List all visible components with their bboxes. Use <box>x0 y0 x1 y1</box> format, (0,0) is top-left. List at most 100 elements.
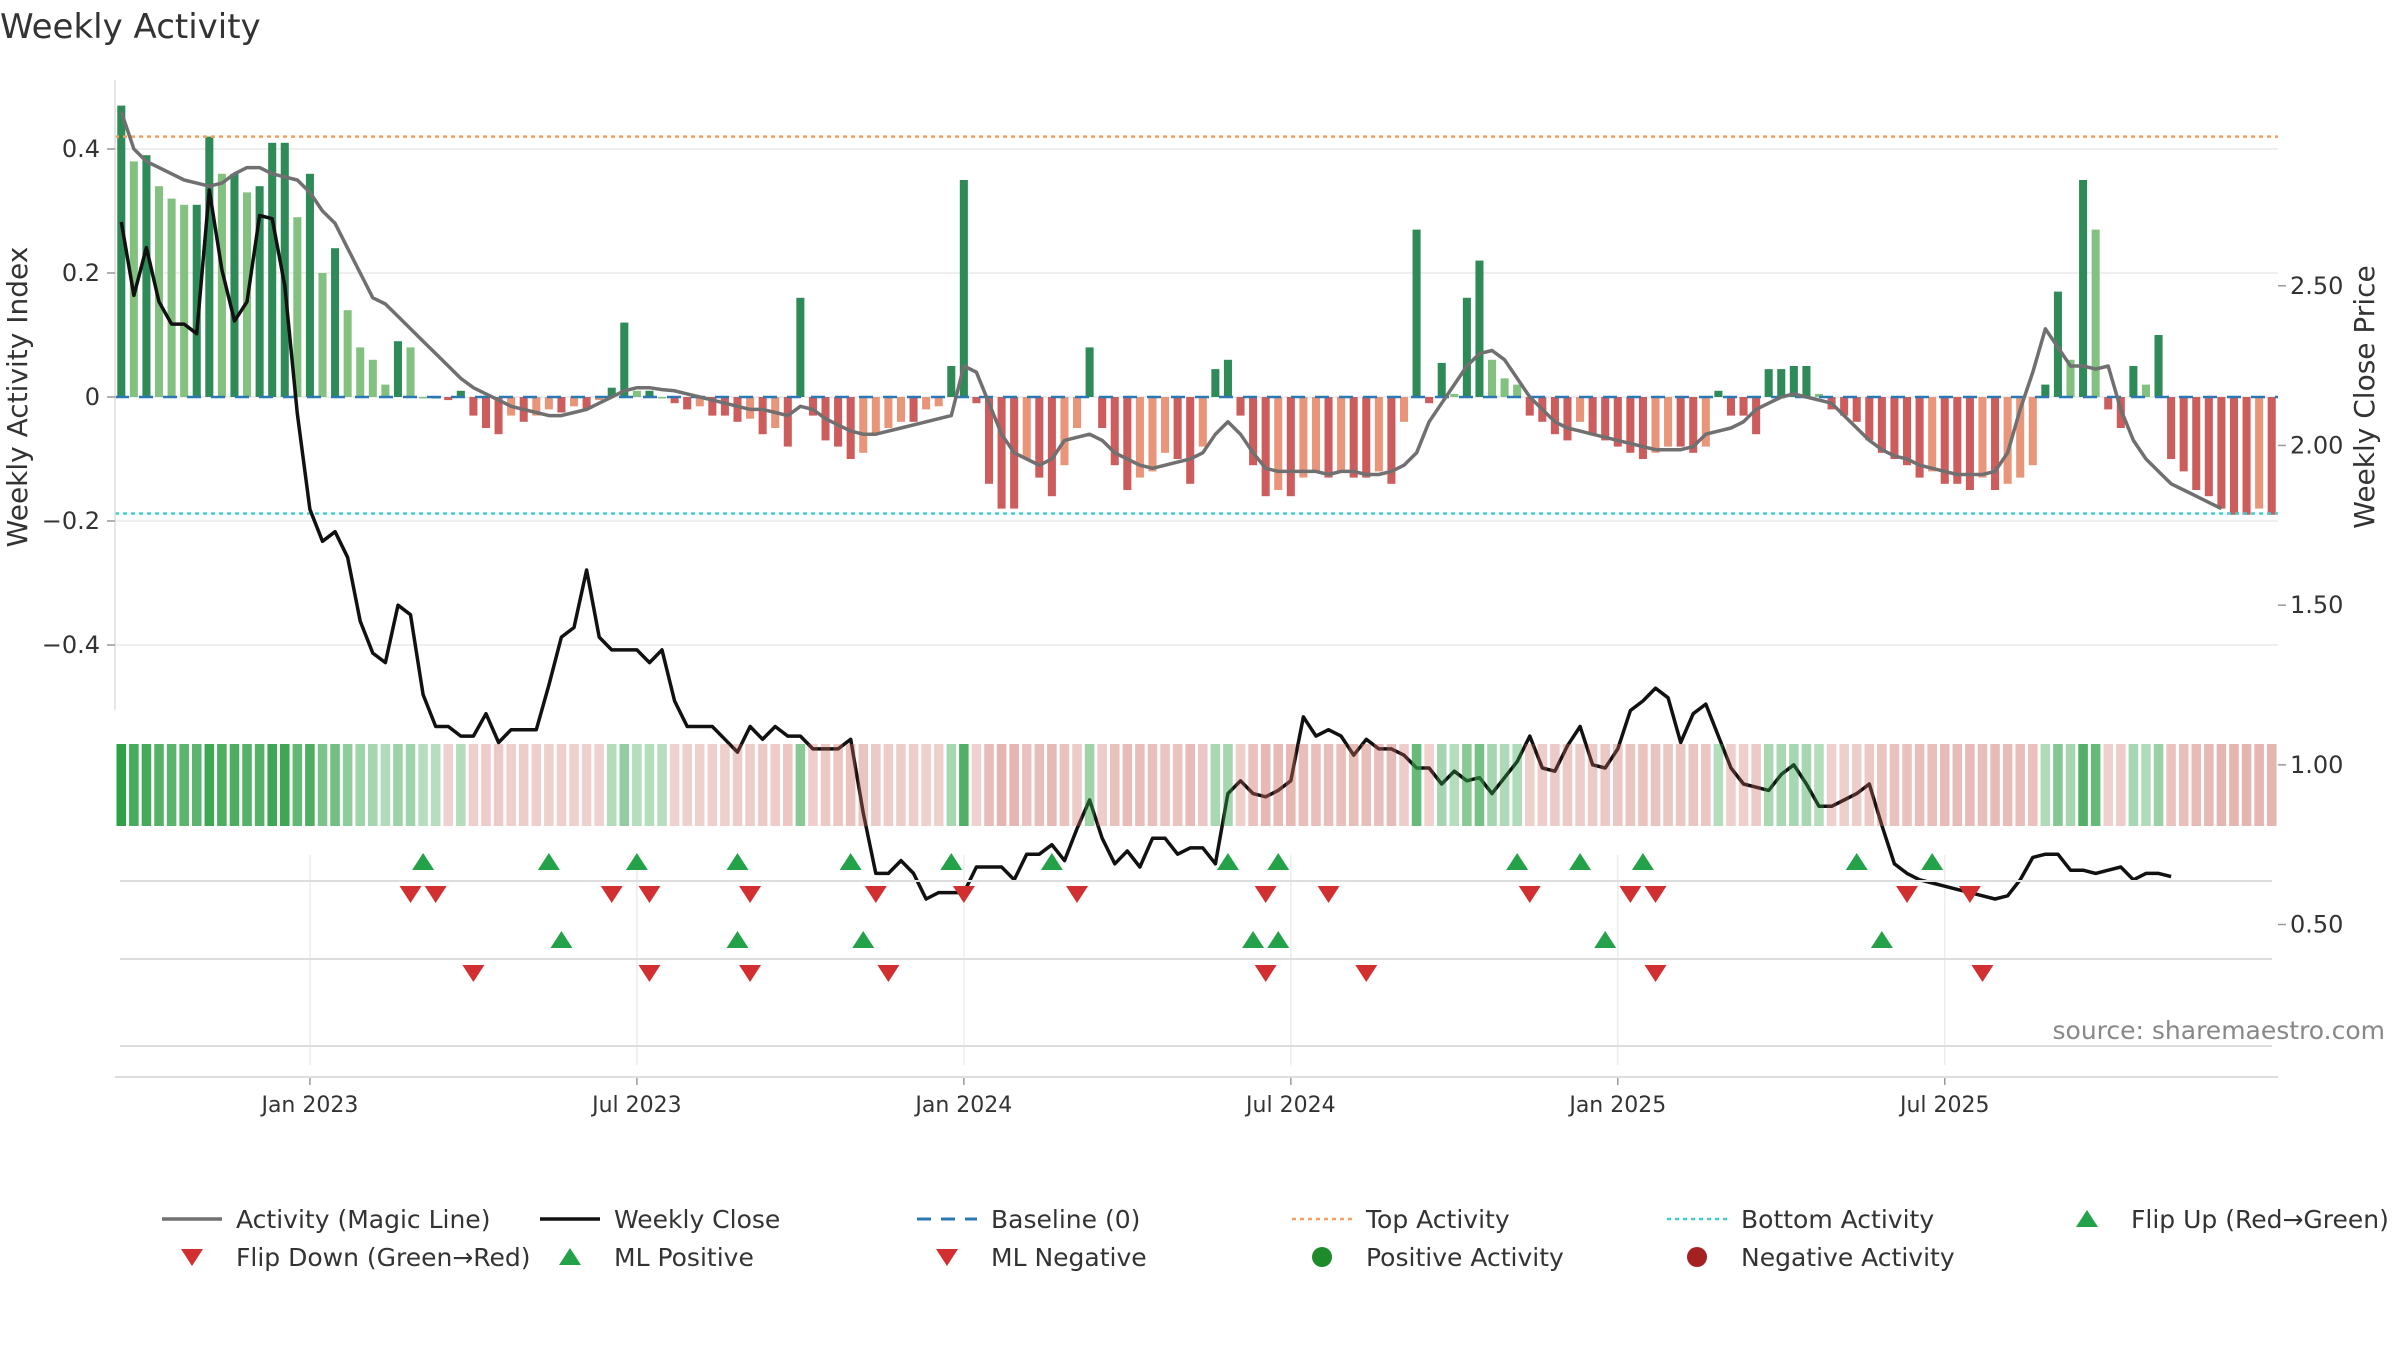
heat-cell <box>858 744 869 826</box>
heat-cell <box>116 744 127 826</box>
axes: 0.4 0.2 0 −0.2 −0.4 2.50 2.00 1.50 1.00 0.50 Jan 2… <box>42 80 2343 1118</box>
activity-bar <box>758 397 767 435</box>
activity-bar <box>1462 297 1471 397</box>
heat-cell <box>1713 744 1724 826</box>
ml-negative-marker <box>1971 965 1994 982</box>
heat-cell <box>745 744 755 826</box>
activity-bar <box>783 397 792 447</box>
activity-bar <box>406 347 415 397</box>
activity-bar <box>1752 397 1761 435</box>
heat-cell <box>1336 744 1346 826</box>
heat-cell <box>305 744 315 826</box>
flip-down-marker <box>1317 886 1340 903</box>
heat-cell <box>1600 744 1610 826</box>
heat-cell <box>1109 744 1120 826</box>
heat-cell <box>330 744 340 826</box>
heat-cell <box>694 744 705 826</box>
ml-positive-marker <box>1242 931 1265 948</box>
activity-bar <box>1211 369 1220 397</box>
heat-cell <box>946 744 957 826</box>
heat-cell <box>1801 744 1812 826</box>
x-tick-label: Jan 2024 <box>913 1093 1012 1118</box>
activity-bar <box>1789 366 1798 397</box>
activity-bar <box>1274 397 1283 490</box>
heat-cell <box>959 744 969 826</box>
heat-cell <box>569 744 579 826</box>
heat-cell <box>380 744 391 826</box>
y-tick-label: 0.2 <box>62 259 100 287</box>
heat-cell <box>1965 744 1975 826</box>
heat-cell <box>267 744 277 826</box>
legend-swatch <box>1312 1247 1332 1267</box>
legend-item: Flip Up (Red→Green) <box>2055 1200 2389 1238</box>
activity-bar <box>733 397 742 422</box>
heat-cell <box>1223 744 1233 826</box>
activity-bar <box>1488 359 1497 397</box>
flip-down-marker <box>1958 886 1981 903</box>
heat-cell <box>984 744 994 826</box>
heat-cell <box>1021 744 1032 826</box>
heat-cell <box>1763 744 1774 826</box>
activity-bar <box>494 397 503 435</box>
heat-cell <box>1990 744 2000 826</box>
activity-bar <box>192 204 201 397</box>
heat-cell <box>921 744 931 826</box>
activity-bar <box>2192 397 2201 490</box>
activity-bar <box>1739 397 1748 416</box>
heat-cell <box>996 744 1007 826</box>
heat-cell <box>1864 744 1875 826</box>
x-tick-label: Jul 2025 <box>1898 1093 1990 1118</box>
heat-cell <box>896 744 906 826</box>
heat-cell <box>707 744 718 826</box>
activity-bar <box>1689 397 1698 453</box>
heat-cell <box>1638 744 1648 826</box>
activity-bar <box>268 142 277 397</box>
activity-bar <box>1337 397 1346 472</box>
activity-bar <box>569 397 579 407</box>
ml-negative-marker <box>462 965 485 982</box>
activity-bar <box>607 387 616 397</box>
activity-bar <box>1198 397 1207 447</box>
flip-up-marker <box>625 853 648 870</box>
heat-cell <box>1751 744 1761 826</box>
dotted-line-icon <box>1667 1217 1727 1221</box>
heat-cell <box>342 744 353 826</box>
heat-cell <box>820 744 831 826</box>
activity-bar <box>1928 397 1937 472</box>
legend: Activity (Magic Line) Weekly Close Baselin… <box>160 1200 2389 1290</box>
heat-cell <box>1663 744 1673 826</box>
heat-cell <box>1927 744 1937 826</box>
activity-bar <box>1223 359 1232 397</box>
activity-bar <box>959 180 968 397</box>
activity-bar <box>846 397 855 459</box>
legend-item: Baseline (0) <box>915 1200 1140 1238</box>
activity-bar <box>1550 397 1559 435</box>
heat-cell <box>405 744 416 826</box>
heat-cell <box>2216 744 2227 826</box>
activity-bar <box>2255 397 2264 509</box>
flip-down-marker <box>1254 886 1277 903</box>
activity-bar <box>720 397 729 416</box>
heat-cell <box>204 744 215 826</box>
heat-cell <box>1487 744 1497 826</box>
heat-cell <box>1738 744 1749 826</box>
activity-bar <box>1035 397 1044 478</box>
heat-cell <box>217 744 227 826</box>
heat-cell <box>1311 744 1321 826</box>
x-tick-label: Jan 2025 <box>1567 1093 1666 1118</box>
legend-item: Activity (Magic Line) <box>160 1200 490 1238</box>
activity-bar <box>670 397 679 404</box>
legend-label: Bottom Activity <box>1741 1204 1935 1234</box>
heat-cell <box>418 744 428 826</box>
activity-bar <box>582 397 591 410</box>
heat-cell <box>669 744 680 826</box>
activity-bar <box>205 136 214 397</box>
y2-tick-label: 2.50 <box>2290 272 2343 300</box>
y-tick-label: 0 <box>85 383 100 411</box>
heat-cell <box>1122 744 1133 826</box>
y2-tick-label: 0.50 <box>2290 911 2343 939</box>
activity-bar <box>1135 397 1144 478</box>
heat-cell <box>808 744 818 826</box>
activity-bar <box>2267 397 2276 515</box>
